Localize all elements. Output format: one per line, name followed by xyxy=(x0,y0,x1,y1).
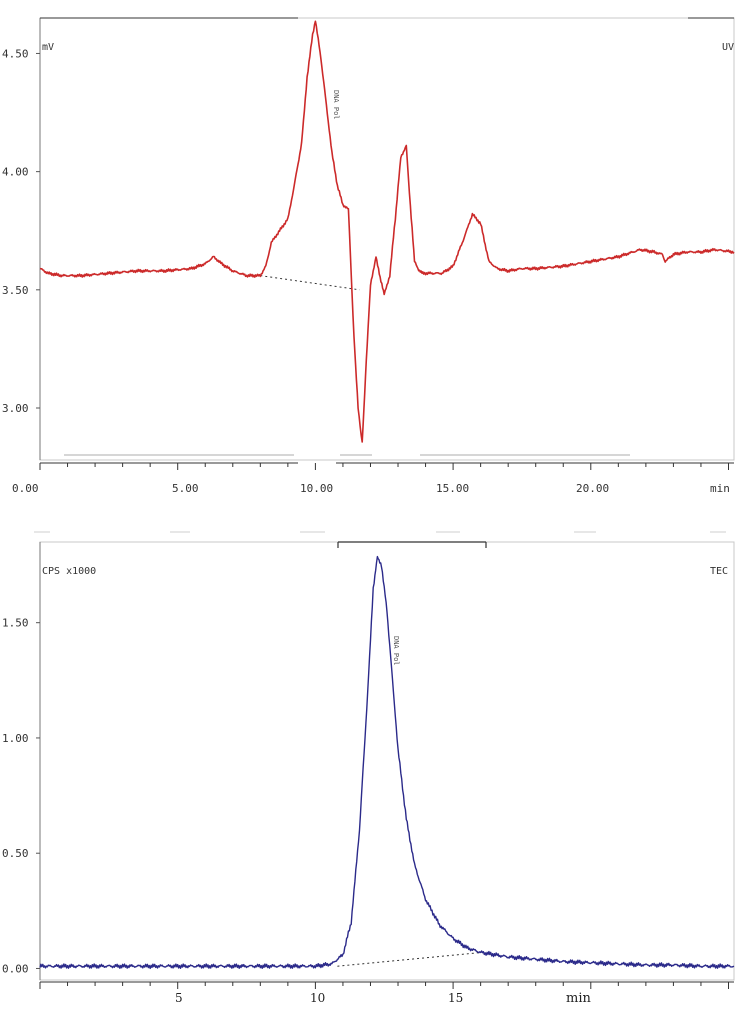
tec-top-bracket xyxy=(337,541,487,548)
uv-peak-baseline xyxy=(260,275,360,291)
uv-chromatogram: mV UV 3.00 3.50 4.00 4.50 DNA Pol 0.00 5.00… xyxy=(0,0,754,495)
uv-x-tick-label-3: 15.00 xyxy=(436,482,469,495)
uv-y-tick-label-3: 4.50 xyxy=(2,47,29,60)
uv-x-ticks xyxy=(39,463,729,470)
uv-unit-label: mV xyxy=(42,42,54,53)
uv-x-tick-label-4: 20.00 xyxy=(576,482,609,495)
tec-y-tick-label-2: 1.00 xyxy=(2,732,29,745)
tec-y-tick-label-0: 0.00 xyxy=(2,962,29,975)
tec-peak-label: DNA Pol xyxy=(392,636,400,666)
uv-x-tick-label-1: 5.00 xyxy=(172,482,199,495)
uv-peak-label: DNA Pol xyxy=(332,90,340,120)
tec-y-tick-label-1: 0.50 xyxy=(2,847,29,860)
tec-peak-baseline xyxy=(337,951,484,967)
uv-y-ticks: 3.00 3.50 4.00 4.50 xyxy=(2,47,40,415)
tec-x-tick-label-2: 15 xyxy=(448,991,463,1005)
tec-y-ticks: 0.00 0.50 1.00 1.50 xyxy=(2,617,40,975)
tec-x-axis-label: min xyxy=(566,991,591,1006)
tec-x-tick-label-1: 10 xyxy=(310,991,325,1005)
uv-detector-label: UV xyxy=(722,42,734,53)
uv-x-axis-label: min xyxy=(710,482,730,495)
tec-x-tick-label-0: 5 xyxy=(175,991,183,1005)
uv-y-tick-label-1: 3.50 xyxy=(2,284,29,297)
tec-chromatogram: CPS x1000 TEC 0.00 0.50 1.00 1.50 DNA Pol 5… xyxy=(2,541,735,1006)
tec-unit-label: CPS x1000 xyxy=(42,566,96,577)
tec-detector-label: TEC xyxy=(710,566,728,577)
uv-y-tick-label-0: 3.00 xyxy=(2,402,29,415)
tec-x-ticks xyxy=(39,982,729,989)
uv-x-tick-label-0: 0.00 xyxy=(12,482,39,495)
uv-trace xyxy=(39,20,735,443)
tec-y-tick-label-3: 1.50 xyxy=(2,617,29,630)
uv-y-tick-label-2: 4.00 xyxy=(2,166,29,179)
uv-x-tick-label-2: 10.00 xyxy=(300,482,333,495)
tec-trace xyxy=(39,555,735,970)
